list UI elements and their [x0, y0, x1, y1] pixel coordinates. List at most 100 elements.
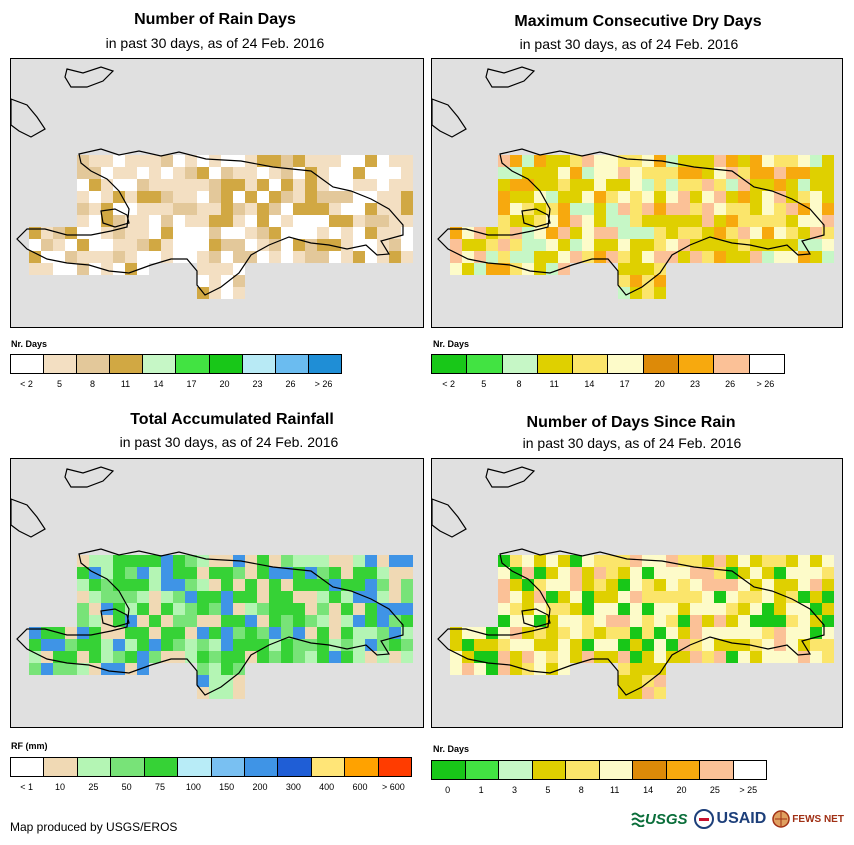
grid-cell: [570, 615, 582, 627]
grid-cell: [221, 651, 233, 663]
grid-cell: [365, 579, 377, 591]
legend-label: 11: [610, 785, 620, 795]
grid-cell: [389, 155, 401, 167]
legend-swatch: [308, 355, 341, 373]
grid-cell: [161, 627, 173, 639]
grid-cell: [293, 203, 305, 215]
grid-cell: [269, 591, 281, 603]
grid-cell: [798, 567, 810, 579]
legend-label: 3: [511, 785, 518, 795]
grid-cell: [101, 227, 113, 239]
grid-cell: [798, 555, 810, 567]
grid-cell: [257, 651, 269, 663]
grid-cell: [173, 239, 185, 251]
grid-cell: [89, 203, 101, 215]
grid-cell: [293, 555, 305, 567]
grid-cell: [474, 639, 486, 651]
grid-cell: [546, 579, 558, 591]
grid-cell: [630, 227, 642, 239]
grid-cell: [401, 567, 413, 579]
grid-cell: [498, 603, 510, 615]
grid-cell: [137, 627, 149, 639]
grid-cell: [654, 227, 666, 239]
legend-swatch: [467, 355, 503, 373]
grid-cell: [666, 627, 678, 639]
grid-cell: [714, 155, 726, 167]
grid-cell: [209, 627, 221, 639]
grid-cell: [702, 215, 714, 227]
grid-cell: [401, 179, 413, 191]
grid-cell: [389, 239, 401, 251]
grid-cell: [101, 239, 113, 251]
grid-cell: [558, 167, 570, 179]
grid-cell: [317, 615, 329, 627]
grid-cell: [401, 603, 413, 615]
grid-cell: [89, 555, 101, 567]
grid-cell: [221, 155, 233, 167]
grid-cell: [450, 263, 462, 275]
grid-cell: [630, 591, 642, 603]
grid-cell: [233, 179, 245, 191]
grid-cell: [221, 687, 233, 699]
grid-cell: [654, 591, 666, 603]
legend-swatch: [566, 761, 600, 779]
legend-label: 8: [516, 379, 522, 389]
grid-cell: [209, 191, 221, 203]
grid-cell: [738, 155, 750, 167]
grid-cell: [101, 179, 113, 191]
grid-cell: [209, 251, 221, 263]
grid-cell: [714, 627, 726, 639]
grid-cell: [534, 567, 546, 579]
grid-cell: [726, 155, 738, 167]
legend-swatch: [537, 355, 574, 373]
grid-cell: [678, 179, 690, 191]
grid-cell: [534, 239, 546, 251]
grid-cell: [510, 215, 522, 227]
grid-cell: [113, 639, 125, 651]
grid-cell: [810, 651, 822, 663]
grid-cell: [77, 239, 89, 251]
grid-cell: [173, 615, 185, 627]
grid-cell: [101, 567, 113, 579]
grid-cell: [161, 215, 173, 227]
grid-cell: [618, 639, 630, 651]
grid-cell: [389, 191, 401, 203]
grid-cell: [450, 627, 462, 639]
grid-cell: [822, 555, 834, 567]
grid-cell: [173, 639, 185, 651]
fews-logo-text: FEWS NET: [792, 813, 844, 825]
grid-cell: [293, 591, 305, 603]
grid-cell: [161, 167, 173, 179]
grid-cell: [786, 239, 798, 251]
grid-cell: [233, 639, 245, 651]
grid-cell: [233, 263, 245, 275]
grid-cell: [810, 203, 822, 215]
grid-cell: [822, 639, 834, 651]
grid-cell: [726, 251, 738, 263]
grid-cell: [462, 263, 474, 275]
lake-outline: [100, 208, 130, 228]
grid-cell: [690, 651, 702, 663]
grid-cell: [77, 567, 89, 579]
grid-cell: [726, 227, 738, 239]
grid-cell: [389, 179, 401, 191]
grid-cell: [365, 203, 377, 215]
legend-4-bar: [431, 760, 767, 780]
grid-cell: [233, 651, 245, 663]
grid-cell: [233, 167, 245, 179]
grid-cell: [702, 191, 714, 203]
grid-cell: [606, 579, 618, 591]
grid-cell: [149, 579, 161, 591]
grid-cell: [570, 627, 582, 639]
legend-swatch: [242, 355, 276, 373]
grid-cell: [245, 591, 257, 603]
grid-cell: [594, 591, 606, 603]
grid-cell: [570, 567, 582, 579]
grid-cell: [582, 603, 594, 615]
grid-cell: [305, 203, 317, 215]
grid-cell: [582, 167, 594, 179]
grid-cell: [558, 251, 570, 263]
grid-cell: [774, 167, 786, 179]
grid-cell: [546, 555, 558, 567]
grid-cell: [678, 215, 690, 227]
